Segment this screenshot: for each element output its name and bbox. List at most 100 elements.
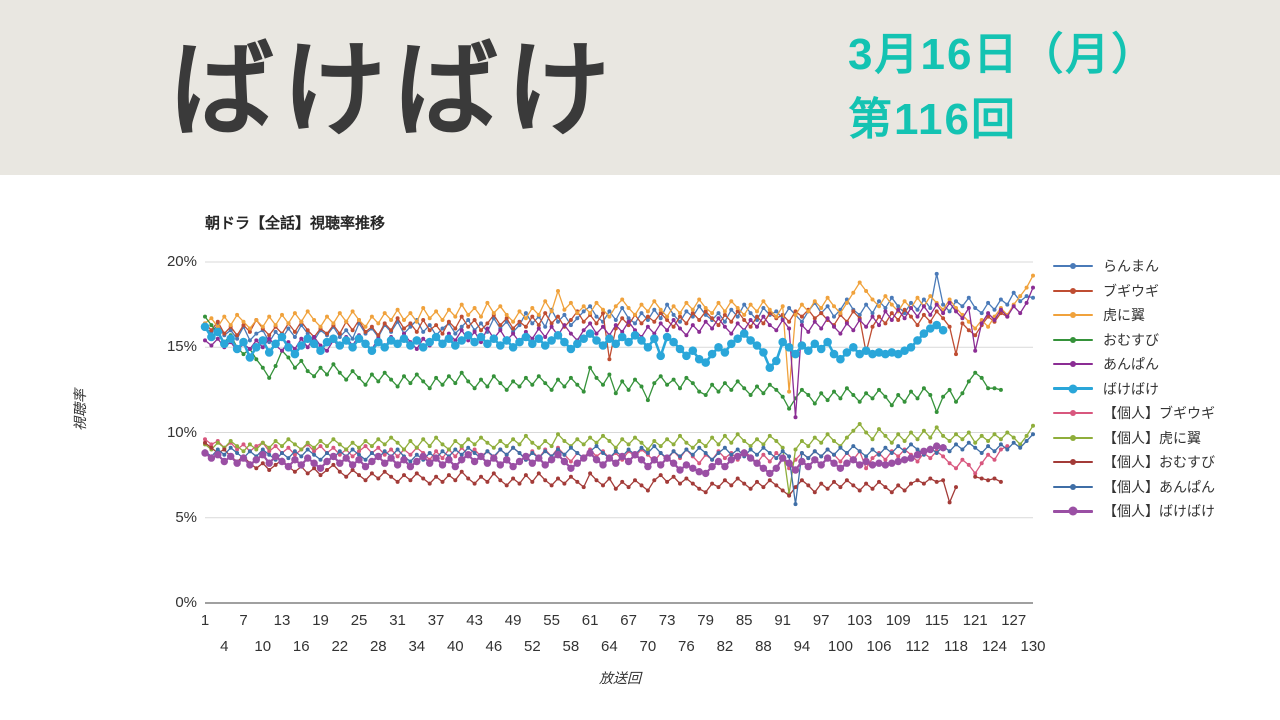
- data-point: [960, 391, 965, 396]
- legend-line-swatch: [1053, 384, 1093, 394]
- data-point: [729, 387, 734, 392]
- data-point: [316, 464, 325, 472]
- data-point: [799, 451, 804, 455]
- data-point: [228, 445, 233, 450]
- data-point: [260, 365, 265, 370]
- data-point: [348, 343, 357, 352]
- data-point: [220, 339, 229, 349]
- y-tick-label: 15%: [166, 338, 197, 356]
- data-point: [530, 382, 535, 387]
- data-point: [277, 332, 287, 342]
- data-point: [966, 328, 971, 333]
- data-point: [592, 336, 601, 345]
- legend-item-6: 【個人】ブギウギ: [1053, 401, 1215, 426]
- data-point: [312, 466, 317, 471]
- data-point: [350, 309, 355, 314]
- data-point: [973, 306, 978, 310]
- data-point: [406, 341, 415, 350]
- data-point: [806, 309, 811, 314]
- data-point: [857, 422, 862, 426]
- data-point: [669, 337, 678, 347]
- data-point: [729, 440, 734, 445]
- x-tick-label: 22: [331, 638, 349, 655]
- data-point: [934, 451, 939, 455]
- data-point: [787, 454, 792, 459]
- data-point: [421, 336, 426, 341]
- data-point: [626, 306, 631, 310]
- data-point: [530, 321, 535, 326]
- data-point: [440, 331, 445, 336]
- data-point: [913, 451, 922, 459]
- data-point: [235, 312, 240, 317]
- x-tick-label: 16: [292, 638, 310, 655]
- x-tick-label: 31: [389, 612, 406, 629]
- data-point: [485, 321, 490, 326]
- data-point: [759, 348, 768, 357]
- data-point: [838, 331, 843, 336]
- data-point: [926, 445, 934, 454]
- data-point: [915, 459, 920, 464]
- data-point: [678, 326, 682, 331]
- data-point: [844, 386, 849, 391]
- data-point: [766, 469, 774, 478]
- data-point: [849, 343, 858, 352]
- data-point: [220, 457, 228, 466]
- data-point: [479, 474, 483, 479]
- data-point: [678, 454, 682, 459]
- x-tick-label: 70: [639, 638, 657, 655]
- data-point: [357, 318, 361, 322]
- data-point: [260, 440, 265, 445]
- data-point: [427, 386, 432, 391]
- data-point: [716, 316, 721, 321]
- data-point: [536, 445, 541, 450]
- legend-item-5: ばけばけ: [1053, 377, 1215, 402]
- data-point: [286, 321, 291, 326]
- data-point: [323, 457, 331, 466]
- data-point: [280, 451, 284, 455]
- data-point: [877, 314, 881, 319]
- data-point: [998, 387, 1003, 392]
- data-point: [264, 348, 274, 357]
- data-point: [883, 306, 888, 310]
- data-point: [299, 336, 304, 341]
- data-point: [541, 461, 549, 469]
- data-point: [408, 439, 413, 443]
- data-point: [601, 311, 605, 316]
- data-point: [838, 485, 843, 490]
- data-point: [902, 439, 907, 443]
- data-point: [703, 319, 708, 324]
- data-point: [209, 323, 214, 328]
- data-point: [620, 316, 625, 321]
- data-point: [829, 349, 839, 359]
- data-point: [748, 444, 753, 449]
- data-point: [823, 454, 832, 462]
- data-point: [367, 346, 377, 356]
- data-point: [851, 328, 856, 333]
- data-point: [444, 334, 454, 344]
- data-point: [318, 365, 323, 370]
- data-point: [594, 321, 599, 326]
- data-point: [812, 316, 817, 321]
- data-point: [344, 447, 349, 452]
- x-tick-label: 64: [601, 638, 618, 655]
- data-point: [554, 451, 562, 459]
- data-point: [267, 449, 272, 454]
- data-point: [684, 321, 689, 326]
- data-point: [767, 307, 772, 312]
- data-point: [267, 452, 272, 457]
- data-point: [710, 457, 715, 462]
- data-point: [774, 456, 779, 461]
- data-point: [721, 462, 729, 471]
- data-point: [883, 485, 888, 490]
- data-point: [393, 461, 402, 469]
- data-point: [780, 445, 785, 450]
- legend-item-7: 【個人】虎に翼: [1053, 426, 1215, 451]
- data-point: [528, 339, 537, 349]
- data-point: [735, 309, 740, 314]
- data-point: [753, 459, 761, 467]
- series-9: [203, 432, 1035, 507]
- x-tick-label: 112: [905, 638, 930, 655]
- broadcast-info: 3月16日（月） 第116回: [848, 22, 1157, 152]
- data-point: [387, 454, 395, 462]
- data-point: [772, 356, 781, 366]
